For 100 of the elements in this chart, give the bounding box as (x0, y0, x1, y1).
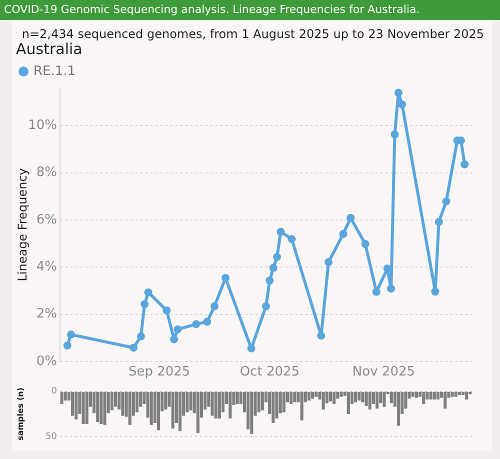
bar (74, 392, 78, 420)
bar (260, 392, 264, 410)
bar (290, 392, 293, 404)
bar (272, 392, 275, 424)
point (434, 218, 443, 226)
y-axis-title: samples (n) (16, 388, 25, 440)
point (346, 214, 355, 222)
bar (368, 392, 372, 410)
point (276, 228, 285, 236)
bar (210, 392, 214, 416)
bar (82, 392, 85, 424)
bar (282, 392, 286, 412)
bar (103, 392, 106, 425)
bar (332, 392, 336, 404)
bar (307, 392, 311, 400)
bar (178, 392, 182, 432)
bar (128, 392, 132, 425)
point (222, 274, 230, 282)
point (170, 335, 178, 344)
point (383, 264, 392, 273)
bar (429, 392, 432, 400)
bar (218, 392, 221, 419)
bar (432, 392, 436, 400)
point (266, 276, 274, 285)
point (317, 332, 326, 340)
bar (322, 392, 325, 410)
bar (462, 392, 465, 396)
x-tick-label: Sep 2025 (128, 364, 190, 380)
bar (311, 392, 314, 399)
bar (436, 392, 440, 400)
point (372, 288, 380, 296)
y-tick-label: 8% (36, 165, 57, 180)
y-tick-label: 0 (51, 386, 58, 397)
bar (300, 392, 304, 420)
point (273, 252, 282, 261)
bar (110, 392, 114, 410)
bar (390, 392, 393, 404)
bar (157, 392, 160, 430)
bar (414, 392, 418, 398)
bar (189, 392, 192, 410)
bar (465, 392, 468, 400)
bar (96, 392, 100, 422)
point (162, 306, 171, 314)
bar (236, 392, 239, 404)
bar (228, 392, 232, 419)
bar (71, 392, 74, 416)
bar (450, 392, 454, 397)
bar (114, 392, 118, 407)
bar (275, 392, 278, 419)
point (67, 330, 76, 339)
point (324, 258, 333, 266)
bar (426, 392, 429, 400)
y-axis-title: Lineage Frequency (15, 168, 30, 282)
bar (257, 392, 260, 412)
bar (458, 392, 461, 396)
y-tick-label: 6% (36, 212, 57, 228)
bar (164, 392, 168, 410)
bar (354, 392, 358, 402)
point (203, 318, 212, 326)
bar (196, 392, 200, 433)
chart-subtitle: n=2,434 sequenced genomes, from 1 August 2025 up to 23 November 2025 (22, 27, 484, 41)
bar (293, 392, 296, 402)
bar (121, 392, 124, 416)
point (210, 302, 218, 310)
bar (314, 392, 318, 397)
point (390, 130, 399, 138)
y-tick-label: 0% (36, 354, 57, 369)
y-tick-label: 4% (36, 260, 57, 274)
bar (214, 392, 218, 419)
bar (454, 392, 458, 397)
point (192, 320, 200, 328)
point (144, 288, 152, 296)
point (174, 325, 182, 334)
point (339, 230, 348, 238)
x-tick-label: Nov 2025 (352, 364, 416, 380)
point (361, 240, 370, 248)
point (398, 100, 406, 108)
legend-label: RE.1.1 (34, 64, 76, 79)
bar (186, 392, 189, 412)
x-tick-label: Oct 2025 (240, 364, 300, 380)
bar (422, 392, 426, 404)
chart-title: Australia (16, 40, 82, 58)
bar (397, 392, 400, 426)
bar (340, 392, 343, 397)
point (269, 264, 278, 272)
y-tick-label: 50 (46, 432, 58, 442)
point (63, 342, 72, 350)
y-tick-label: 2% (36, 306, 57, 322)
point (262, 302, 270, 310)
bar (346, 392, 350, 414)
bar (171, 392, 174, 428)
bar (376, 392, 379, 409)
bar (361, 392, 364, 402)
point (288, 235, 296, 244)
bar (250, 392, 254, 434)
point (140, 300, 149, 308)
bar (364, 392, 368, 406)
bar (100, 392, 103, 424)
bar (150, 392, 153, 425)
bar (85, 392, 88, 424)
